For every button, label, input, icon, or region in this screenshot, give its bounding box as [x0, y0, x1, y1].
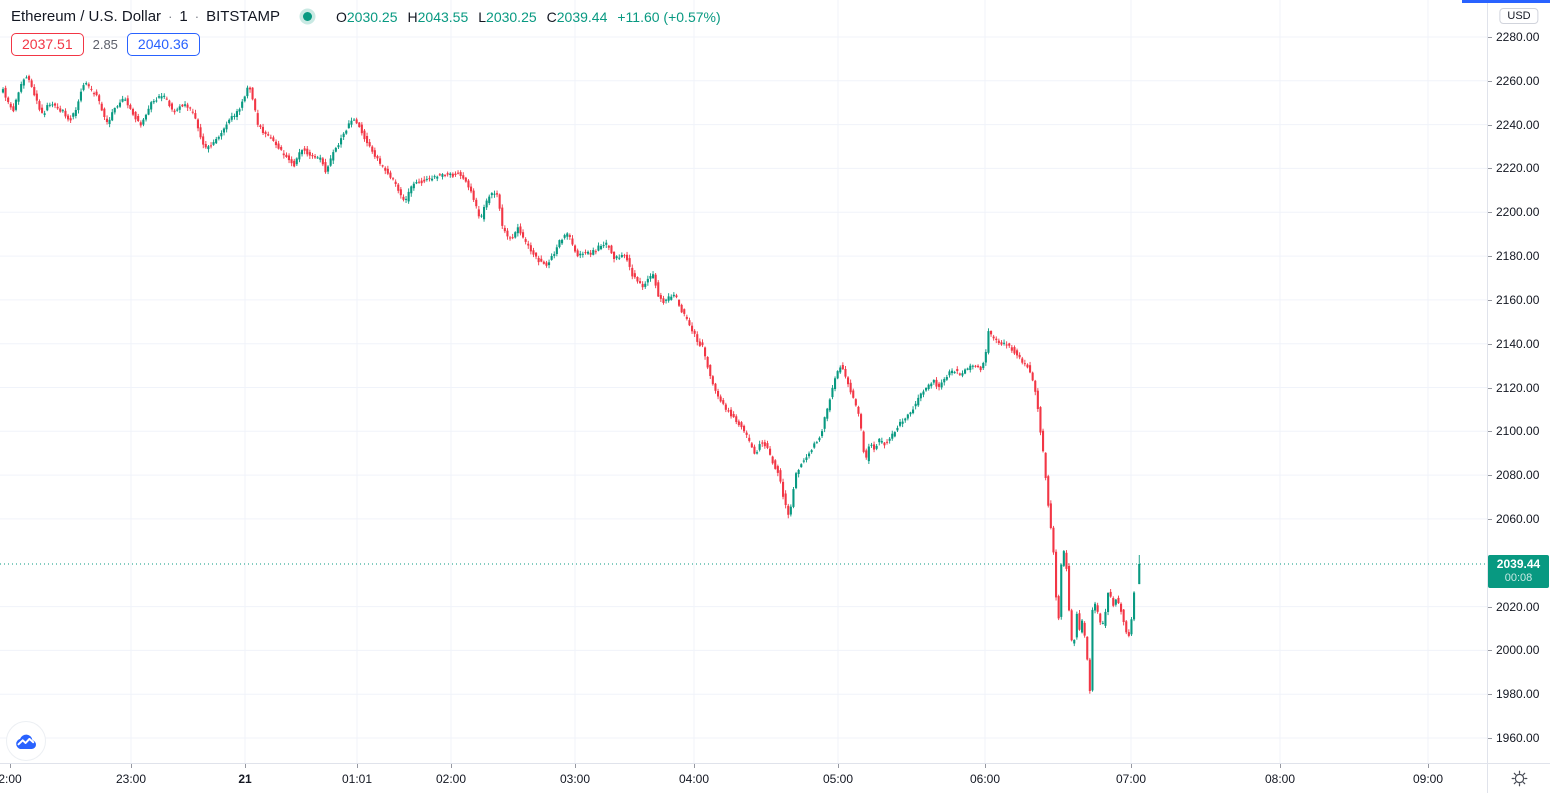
price-axis-label: 2020.00: [1496, 599, 1540, 614]
time-axis-tick: [245, 764, 246, 768]
tradingview-logo-button[interactable]: [6, 721, 46, 761]
time-axis-label: 04:00: [678, 772, 710, 786]
price-axis-tick: [1488, 694, 1492, 696]
price-axis-label: 2280.00: [1496, 30, 1540, 44]
sell-price-button[interactable]: 2037.51: [11, 33, 84, 56]
ohlc-readout: O2030.25 H2043.55 L2030.25 C2039.44: [336, 9, 617, 25]
time-axis-tick: [985, 764, 986, 768]
gear-icon: [1511, 770, 1527, 787]
time-axis-label: 23:00: [115, 772, 147, 786]
chart-pane[interactable]: Ethereum / U.S. Dollar · 1 · BITSTAMP O2…: [0, 0, 1487, 763]
separator-dot: ·: [194, 9, 200, 24]
price-axis-label: 2240.00: [1496, 117, 1540, 132]
close-value: C2039.44: [546, 8, 608, 25]
price-axis-label: 2200.00: [1496, 205, 1540, 220]
price-axis-tick: [1488, 80, 1492, 82]
price-axis-tick: [1488, 387, 1492, 389]
time-axis-tick: [10, 764, 11, 768]
time-axis-tick: [451, 764, 452, 768]
time-axis-tick: [694, 764, 695, 768]
price-axis-tick: [1488, 518, 1492, 520]
price-axis-label: 2260.00: [1496, 73, 1540, 88]
time-axis-tick: [1280, 764, 1281, 768]
exchange-label[interactable]: BITSTAMP: [206, 8, 280, 25]
price-axis-label: 2120.00: [1496, 380, 1540, 395]
price-axis-tick: [1488, 343, 1492, 345]
price-axis-label: 2000.00: [1496, 643, 1540, 658]
time-axis-tick: [1428, 764, 1429, 768]
price-axis-label: 2080.00: [1496, 468, 1540, 483]
bid-ask-row: 2037.51 2.85 2040.36: [11, 33, 200, 56]
price-axis-label: 1960.00: [1496, 731, 1540, 745]
market-status-icon[interactable]: [303, 12, 312, 21]
time-axis[interactable]: 2:00 23:00 21 01:01 02:00 03:00 04:00 05:00 06:0…: [0, 763, 1487, 793]
price-axis-tick: [1488, 37, 1492, 38]
price-axis-tick: [1488, 738, 1492, 739]
chart-header: Ethereum / U.S. Dollar · 1 · BITSTAMP O2…: [11, 8, 721, 25]
time-axis-tick: [838, 764, 839, 768]
price-axis-label: 2180.00: [1496, 249, 1540, 264]
interval-label[interactable]: 1: [179, 8, 188, 25]
time-axis-label: 21: [238, 772, 252, 786]
time-axis-label: 08:00: [1264, 772, 1296, 786]
open-value: O2030.25: [336, 8, 398, 25]
price-axis[interactable]: USD 2039.44 00:08 2280.00 2260.00 2240.00 2…: [1487, 0, 1550, 763]
current-price-label[interactable]: 2039.44 00:08: [1488, 555, 1549, 589]
time-axis-label: 09:00: [1412, 772, 1444, 786]
price-axis-tick: [1488, 431, 1492, 433]
price-axis-tick: [1488, 256, 1492, 258]
separator-dot: ·: [168, 9, 173, 24]
time-axis-label: 06:00: [969, 772, 1001, 786]
price-axis-label: 2100.00: [1496, 424, 1540, 439]
price-axis-tick: [1488, 124, 1492, 126]
price-axis-tick: [1488, 650, 1492, 652]
time-axis-label: 03:00: [559, 772, 591, 786]
time-axis-label: 02:00: [435, 772, 467, 786]
price-axis-label: 2060.00: [1496, 511, 1540, 526]
price-axis-tick: [1488, 212, 1492, 214]
time-axis-label: 2:00: [0, 772, 22, 786]
buy-price-button[interactable]: 2040.36: [126, 33, 200, 56]
time-axis-label: 05:00: [822, 772, 854, 786]
price-change: +11.60 (+0.57%): [617, 8, 721, 25]
cloud-logo-icon: [16, 734, 36, 749]
price-axis-tick: [1488, 168, 1492, 170]
time-axis-tick: [131, 764, 132, 768]
currency-unit-badge[interactable]: USD: [1499, 8, 1539, 24]
spread-value: 2.85: [92, 37, 118, 52]
current-price-value: 2039.44: [1496, 557, 1541, 572]
high-value: H2043.55: [407, 8, 469, 25]
time-axis-tick: [1131, 764, 1132, 768]
price-axis-label: 2220.00: [1496, 161, 1540, 176]
time-axis-label: 07:00: [1115, 772, 1147, 786]
time-axis-label: 01:01: [341, 772, 373, 786]
symbol-title[interactable]: Ethereum / U.S. Dollar: [11, 8, 162, 25]
price-axis-tick: [1488, 606, 1492, 608]
price-axis-tick: [1488, 299, 1492, 301]
axis-settings-corner[interactable]: [1487, 763, 1550, 793]
bar-countdown: 00:08: [1504, 572, 1533, 585]
price-axis-tick: [1488, 475, 1492, 477]
time-axis-tick: [575, 764, 576, 768]
price-axis-label: 2140.00: [1496, 336, 1540, 351]
price-axis-label: 1980.00: [1496, 687, 1540, 702]
price-axis-label: 2160.00: [1496, 292, 1540, 307]
low-value: L2030.25: [478, 8, 537, 25]
candlestick-chart[interactable]: [0, 0, 1487, 763]
loading-progress-bar: [1462, 0, 1550, 3]
time-axis-tick: [357, 764, 358, 768]
